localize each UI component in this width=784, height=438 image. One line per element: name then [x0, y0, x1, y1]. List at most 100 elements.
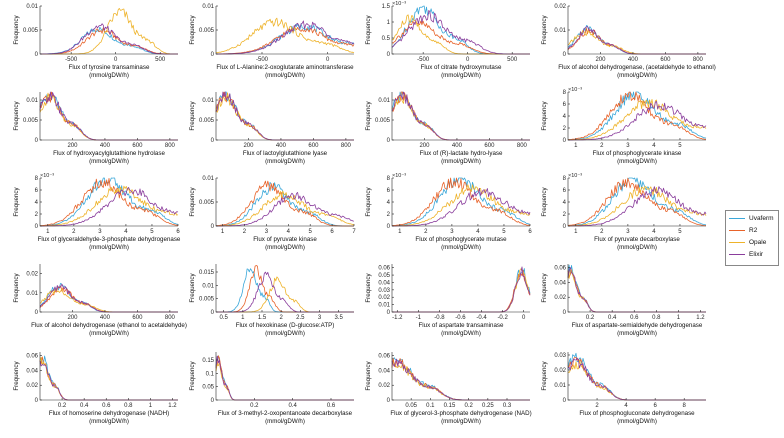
x-tick-label: 6 [330, 229, 334, 235]
axes-frame [215, 92, 354, 141]
y-tick-label: 6 [387, 188, 391, 194]
y-tick-label: 0.02 [26, 272, 38, 278]
y-tick-label: 0.005 [199, 297, 215, 303]
y-tick-label: 0 [211, 138, 215, 144]
x-tick-label: 400 [276, 143, 287, 149]
axes-frame [39, 352, 178, 401]
x-tick-label: 1 [574, 229, 578, 235]
series-elixir-line [567, 357, 706, 401]
y-tick-label: 0.04 [378, 280, 390, 286]
plot-1: -500 0 500 0 0.005 0.01 Frequency Flux of tyros… [13, 4, 178, 79]
y-axis-label: Frequency [13, 100, 20, 130]
y-tick-label: 0 [211, 398, 215, 404]
x-tick-label: 2 [600, 229, 604, 235]
plot-4: 200 400 600 800 0 0.01 0.02 Frequency Flux of al… [541, 4, 716, 79]
y-axis-label: Frequency [189, 272, 196, 302]
x-axis-label: Flux of aspartate-semialdehyde dehydroge… [572, 322, 703, 329]
y-axis-label: Frequency [189, 186, 196, 216]
x-tick-label: 4 [652, 143, 656, 149]
x-axis-label: Flux of (R)-lactate hydro-lyase [420, 150, 503, 157]
series-opale-line [215, 362, 354, 401]
y-axis-label: Frequency [365, 272, 372, 302]
y-tick-label: 0.06 [378, 354, 390, 360]
axes-frame [39, 92, 178, 141]
x-tick-label: 6 [528, 229, 532, 235]
x-tick-label: 800 [341, 143, 352, 149]
y-tick-label: 0.04 [378, 368, 390, 374]
series-elixir-line [568, 186, 707, 227]
x-tick-label: 400 [100, 143, 111, 149]
y-tick-label: 0.005 [199, 118, 215, 124]
y-tick-label: 0.02 [26, 383, 38, 389]
x-tick-label: 600 [308, 143, 319, 149]
x-tick-label: 6 [176, 229, 180, 235]
x-tick-label: 2 [243, 229, 247, 235]
y-tick-label: 0.01 [202, 4, 214, 10]
series-opale-line [567, 359, 706, 401]
plot-8: 1 2 3 4 5 0 2 4 6 8 ×10⁻³ Frequency Flux of phosphog… [541, 87, 707, 165]
x-tick-label: 0.2 [464, 403, 473, 409]
series-r2-line [568, 91, 706, 140]
y-axis-label: Frequency [541, 272, 548, 302]
y-axis-label: Frequency [13, 14, 20, 44]
x-axis-units: (mmol/gDW/h) [265, 244, 305, 251]
y-tick-label: 1.5 [382, 4, 391, 10]
x-tick-label: 3 [98, 229, 102, 235]
x-tick-label: 5 [502, 229, 506, 235]
series-r2-line [215, 25, 355, 55]
x-tick-label: 0 [522, 315, 526, 321]
x-axis-label: Flux of citrate hydroxymutase [421, 64, 502, 71]
x-tick-label: 0.8 [124, 403, 133, 409]
legend-swatch-elixir [729, 254, 745, 255]
y-tick-label: 0.01 [26, 291, 38, 297]
x-tick-label: 5 [678, 229, 682, 235]
x-tick-label: 0.3 [503, 403, 512, 409]
series-r2-line [567, 357, 706, 401]
x-axis-units: (mmol/gDW/h) [89, 72, 129, 79]
y-tick-label: 4 [387, 200, 391, 206]
x-tick-label: 3 [626, 143, 630, 149]
y-tick-label: 8 [387, 176, 391, 182]
x-tick-label: -0.4 [476, 315, 487, 321]
x-tick-label: 0.05 [405, 403, 417, 409]
y-tick-label: 0 [387, 224, 391, 230]
y-tick-label: 0 [563, 310, 567, 316]
y-tick-label: 0.02 [554, 368, 566, 374]
x-tick-label: 1 [221, 229, 225, 235]
y-tick-label: 0 [387, 138, 391, 144]
x-axis-units: (mmol/gDW/h) [89, 244, 129, 251]
series-elixir-line [40, 187, 179, 227]
x-tick-label: 0.5 [219, 315, 228, 321]
series-elixir-line [216, 20, 355, 55]
y-tick-label: 0.02 [378, 295, 390, 301]
x-tick-label: 0.2 [58, 403, 67, 409]
series-opale-line [215, 17, 355, 54]
x-axis-units: (mmol/gDW/h) [265, 418, 305, 425]
series-r2-line [215, 91, 354, 141]
y-axis-label: Frequency [189, 14, 196, 44]
y-tick-label: 0.01 [26, 98, 38, 104]
x-axis-label: Flux of alcohol dehydrogenase, (acetalde… [558, 64, 716, 71]
x-tick-label: 800 [517, 143, 528, 149]
x-tick-label: 1 [149, 403, 153, 409]
y-tick-label: 0.005 [375, 118, 391, 124]
series-opale-line [39, 356, 178, 401]
x-tick-label: 1 [241, 315, 245, 321]
x-axis-label: Flux of phosphoglycerate mutase [415, 236, 507, 243]
x-tick-label: 0.25 [482, 403, 494, 409]
y-tick-label: 0.06 [26, 354, 38, 360]
y-axis-label: Frequency [365, 14, 372, 44]
x-tick-label: 2 [279, 315, 283, 321]
legend-swatch-r2 [729, 230, 745, 231]
y-tick-label: 0 [35, 398, 39, 404]
x-tick-label: -0.6 [455, 315, 466, 321]
series-uvaferm-line [39, 355, 178, 401]
y-tick-label: 0 [35, 224, 39, 230]
series-elixir-line [39, 91, 178, 141]
series-elixir-line [216, 192, 355, 227]
y-tick-label: 0.01 [554, 28, 566, 34]
y-tick-label: 0.02 [554, 4, 566, 10]
x-tick-label: 6 [653, 403, 657, 409]
y-tick-label: 0.04 [26, 368, 38, 374]
